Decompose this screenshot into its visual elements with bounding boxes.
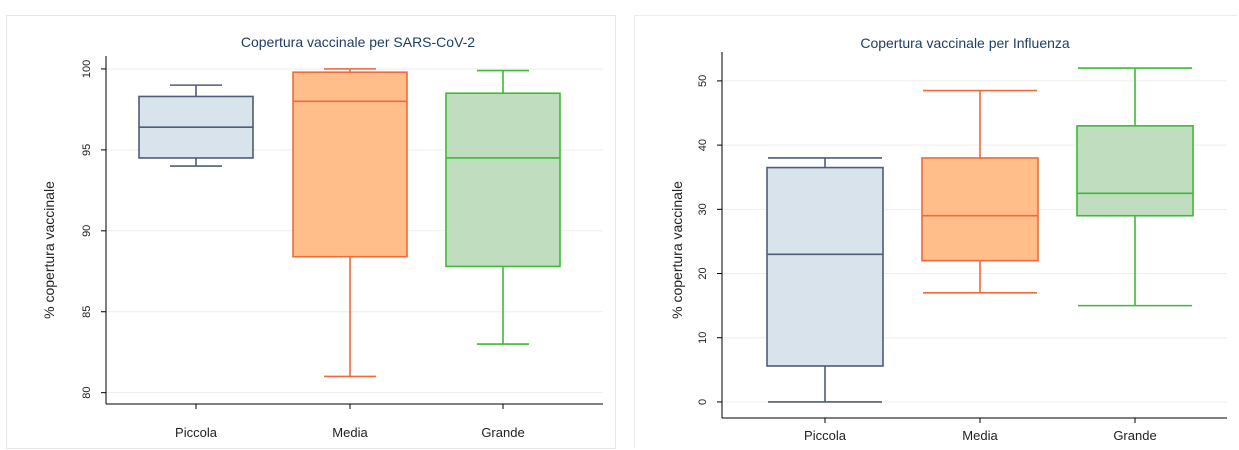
x-tick-label: Piccola: [804, 428, 847, 443]
boxplot-sars-cov-2: Copertura vaccinale per SARS-CoV-2 % cope…: [41, 34, 603, 440]
y-axis-label: % copertura vaccinale: [669, 181, 685, 319]
y-tick-label: 10: [697, 332, 709, 344]
y-tick-label: 0: [697, 399, 709, 405]
y-axis-label: % copertura vaccinale: [41, 181, 57, 319]
y-tick-label: 50: [697, 75, 709, 87]
iqr-box: [766, 166, 884, 367]
box-grande: [1076, 67, 1194, 307]
chart-panel-sars-cov-2: Copertura vaccinale per SARS-CoV-2 % cope…: [6, 15, 616, 449]
box-media: [921, 89, 1039, 294]
boxplot-influenza: Copertura vaccinale per Influenza % coper…: [669, 35, 1227, 443]
y-tick-label: 30: [697, 203, 709, 215]
iqr-box: [292, 71, 408, 258]
x-tick-label: Media: [332, 425, 368, 440]
box-grande: [445, 69, 561, 345]
x-tick-label: Media: [962, 428, 998, 443]
iqr-box: [921, 157, 1039, 262]
y-tick-label: 20: [697, 267, 709, 279]
x-tick-label: Grande: [481, 425, 524, 440]
chart-title: Copertura vaccinale per SARS-CoV-2: [241, 34, 475, 50]
y-tick-label: 95: [81, 144, 93, 156]
y-tick-label: 100: [81, 60, 93, 78]
chart-panel-influenza: Copertura vaccinale per Influenza % coper…: [634, 15, 1237, 448]
x-tick-label: Piccola: [175, 425, 218, 440]
y-tick-label: 90: [81, 225, 93, 237]
iqr-box: [1076, 125, 1194, 217]
box-piccola: [766, 157, 884, 403]
y-tick-label: 85: [81, 306, 93, 318]
box-media: [292, 68, 408, 378]
iqr-box: [445, 92, 561, 268]
x-tick-label: Grande: [1113, 428, 1156, 443]
y-tick-label: 80: [81, 387, 93, 399]
box-piccola: [138, 84, 254, 167]
y-tick-label: 40: [697, 139, 709, 151]
chart-title: Copertura vaccinale per Influenza: [860, 35, 1070, 51]
